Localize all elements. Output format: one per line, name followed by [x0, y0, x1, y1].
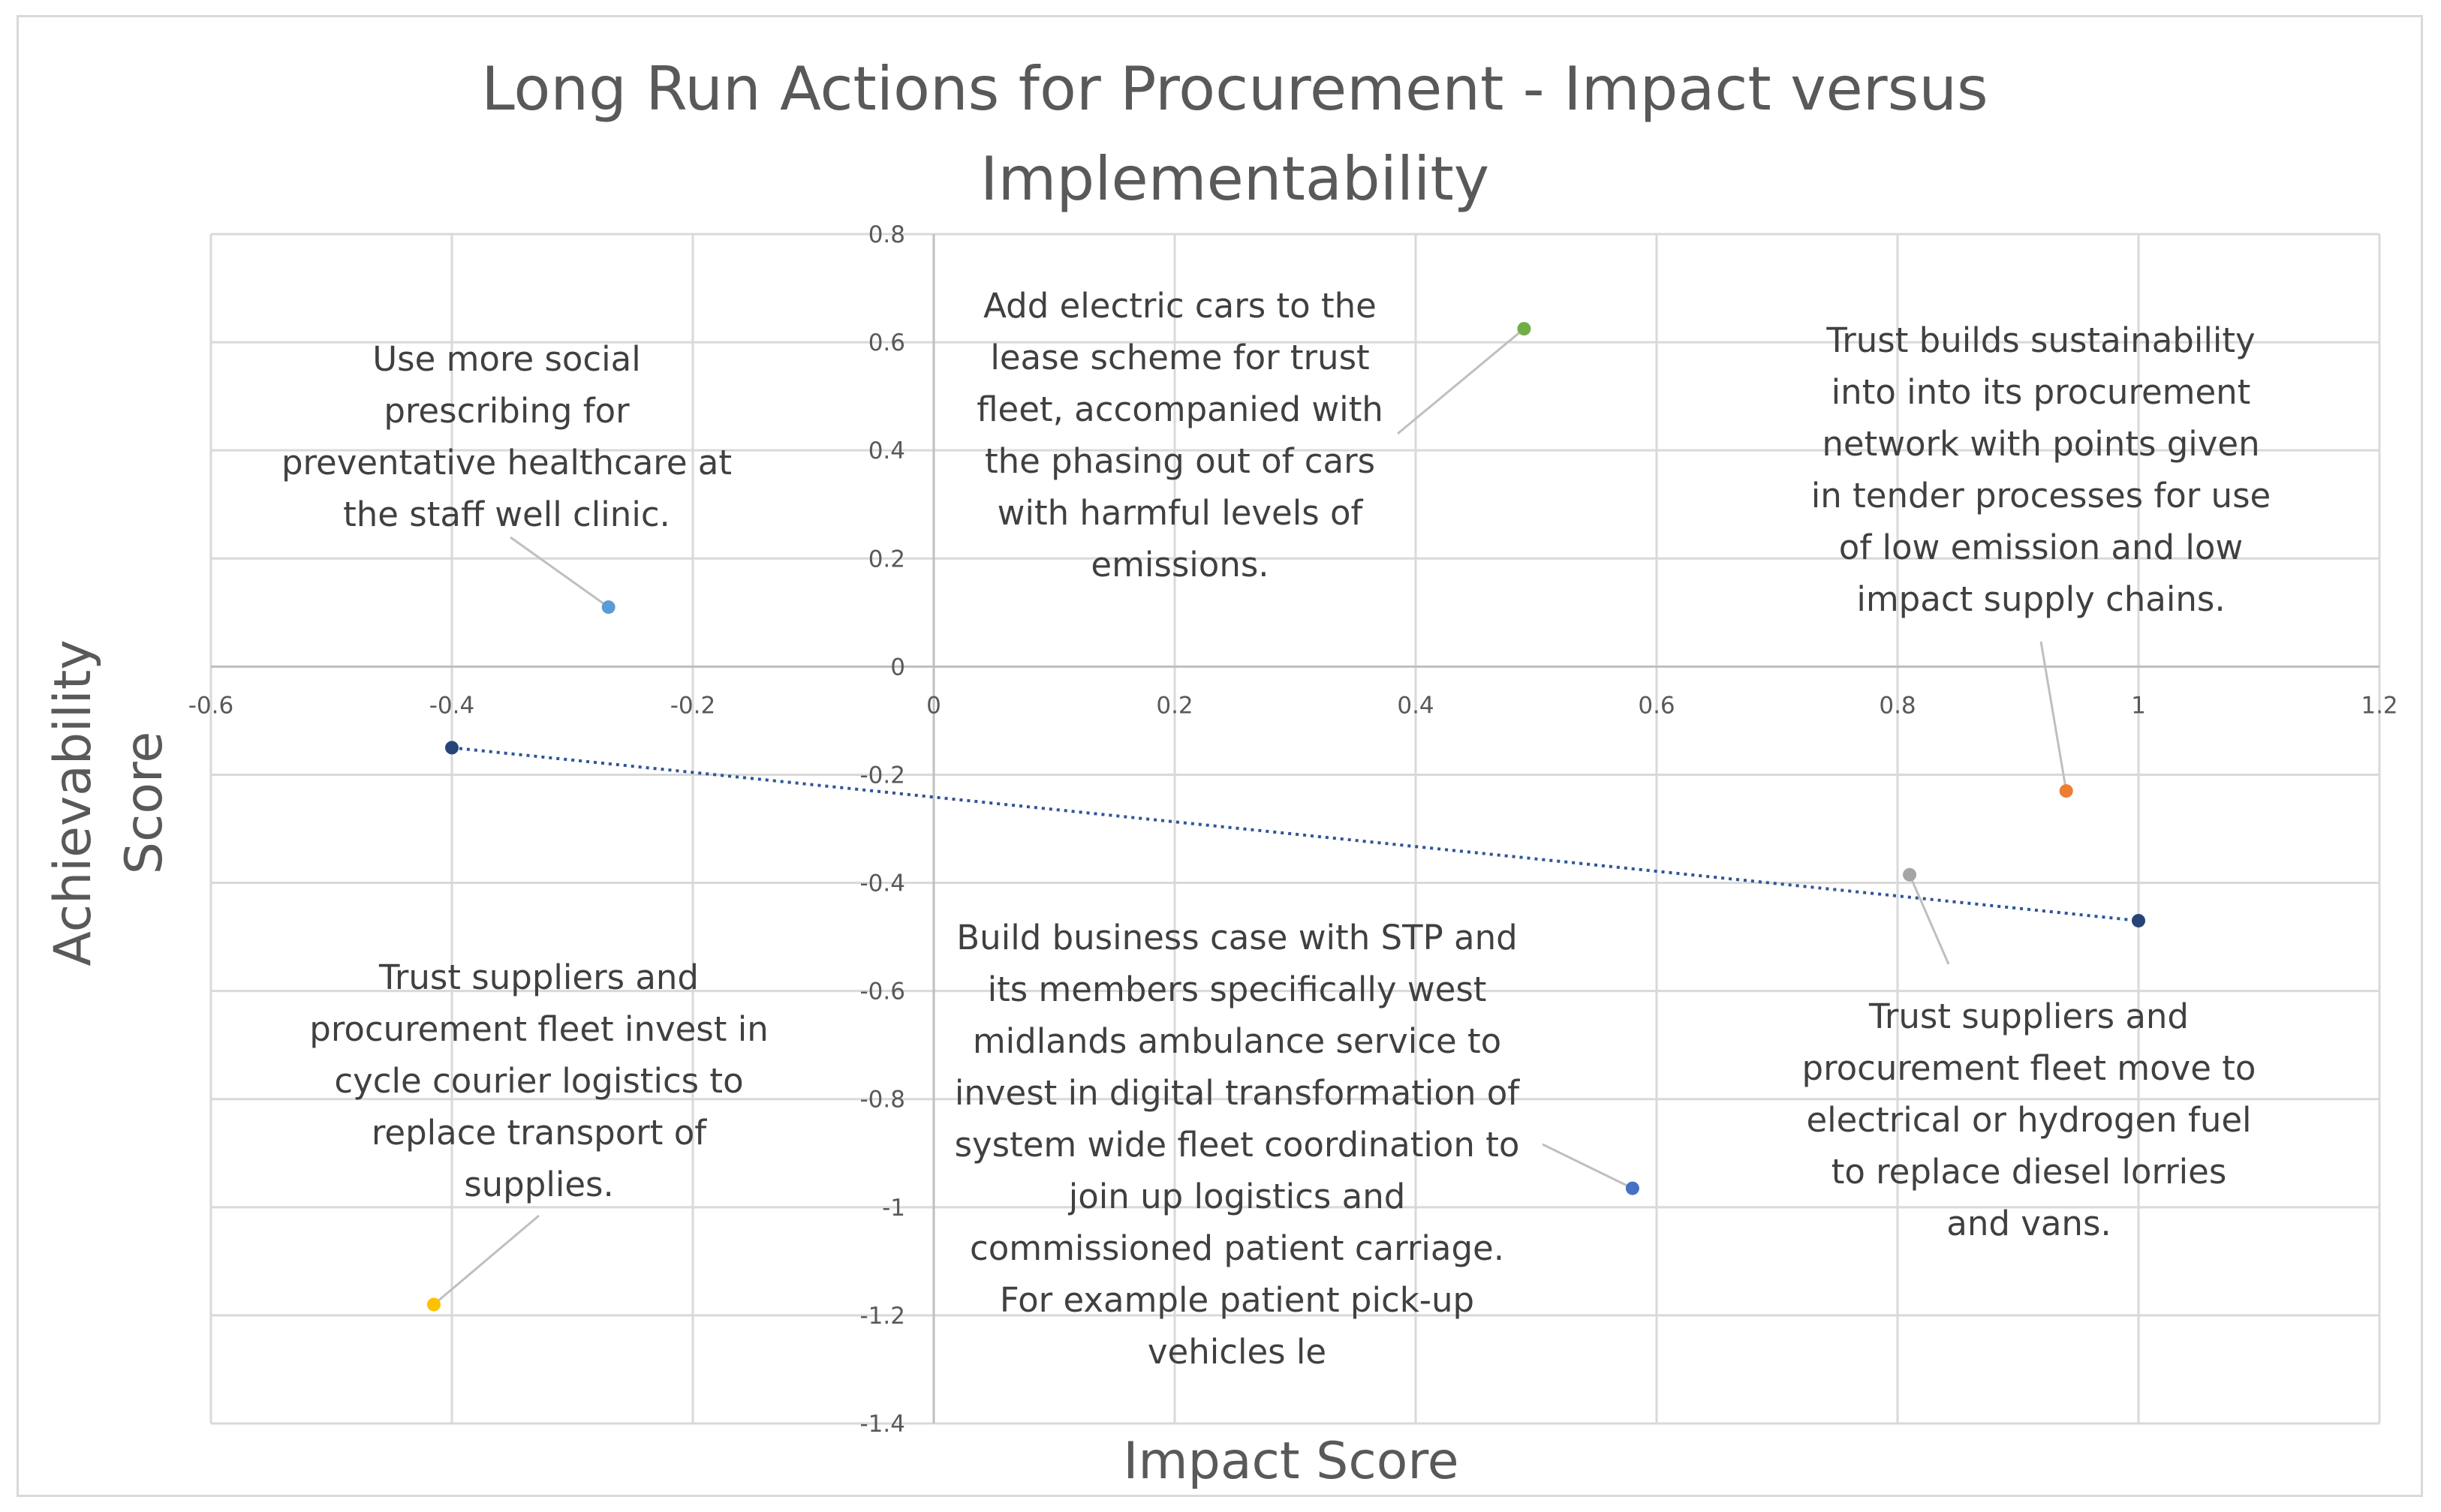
sustainability-procurement-leader-line [2039, 641, 2068, 792]
chart-frame [17, 15, 2423, 1497]
y-tick-label: -0.8 [860, 1087, 906, 1114]
electric-cars-label-line: Add electric cars to the [983, 286, 1377, 326]
digital-transformation-label-line: invest in digital transformation of [955, 1073, 1520, 1113]
sustainability-procurement-label-line: impact supply chains. [1856, 579, 2225, 619]
social-prescribing-label-line: Use more social [372, 339, 641, 379]
tick-labels: -0.6 -0.4 -0.2 0 0.2 0.4 0.6 0.8 1 1.2 0.8 0.6 0.4 0.… [188, 221, 2398, 1438]
electric-cars-label-line: the phasing out of cars [985, 441, 1375, 481]
electrical-hydrogen-fuel-label-line: Trust suppliers and [1868, 996, 2189, 1036]
y-tick-label: -1.4 [860, 1411, 906, 1438]
digital-transformation-label-line: Build business case with STP and [956, 918, 1517, 957]
chart-title-line-0: Long Run Actions for Procurement - Impac… [481, 54, 1988, 124]
trend-end-point [2132, 913, 2145, 927]
electrical-hydrogen-fuel-label-line: to replace diesel lorries [1832, 1152, 2227, 1192]
x-tick-label: -0.4 [429, 692, 475, 719]
social-prescribing-label: Use more social prescribing for preventati… [281, 339, 732, 534]
social-prescribing-point [601, 600, 616, 615]
electric-cars-label: Add electric cars to the lease scheme for… [977, 286, 1383, 585]
electrical-hydrogen-fuel-label-line: electrical or hydrogen fuel [1806, 1100, 2251, 1140]
x-tick-label: 0.4 [1397, 692, 1434, 719]
digital-transformation-label-line: commissioned patient carriage. [970, 1228, 1504, 1268]
y-tick-label: -1 [882, 1195, 905, 1222]
electrical-hydrogen-fuel-point [1903, 867, 1917, 882]
axis-titles: Impact Score Achievability Score [44, 639, 1459, 1491]
cycle-courier-label: Trust suppliers and procurement fleet inv… [309, 957, 768, 1204]
electric-cars-label-line: emissions. [1091, 545, 1269, 585]
x-tick-label: 0.6 [1638, 692, 1675, 719]
social-prescribing-label-line: the staff well clinic. [343, 494, 670, 534]
y-axis-title: Achievability Score [44, 639, 174, 966]
y-axis-title-line-0: Achievability [44, 639, 103, 966]
social-prescribing-label-line: prescribing for [384, 391, 630, 431]
y-tick-label: 0.6 [868, 329, 905, 356]
trendline [451, 746, 2139, 922]
chart-title-line-1: Implementability [980, 144, 1489, 214]
y-tick-label: -0.4 [860, 870, 906, 897]
electric-cars-leader-line [1397, 327, 1525, 435]
digital-transformation-label-line: midlands ambulance service to [973, 1021, 1501, 1061]
x-tick-label: 0.8 [1879, 692, 1916, 719]
x-tick-label: 0 [926, 692, 941, 719]
y-tick-label: -0.6 [860, 978, 906, 1005]
electric-cars-label-line: with harmful levels of [998, 493, 1364, 533]
cycle-courier-label-line: cycle courier logistics to [334, 1061, 743, 1101]
y-tick-label: -0.2 [860, 762, 906, 789]
sustainability-procurement-label-line: network with points given [1822, 424, 2259, 464]
digital-transformation-label-line: system wide fleet coordination to [955, 1125, 1520, 1165]
chart-title: Long Run Actions for Procurement - Impac… [481, 54, 1988, 214]
electric-cars-label-line: fleet, accompanied with [977, 389, 1383, 429]
electrical-hydrogen-fuel-label: Trust suppliers and procurement fleet mov… [1802, 996, 2256, 1243]
digital-transformation-point [1625, 1181, 1639, 1195]
sustainability-procurement-point [2059, 784, 2073, 798]
cycle-courier-label-line: procurement fleet invest in [309, 1009, 768, 1049]
y-tick-label: 0.4 [868, 437, 905, 464]
y-axis-title-line-1: Score [115, 732, 174, 874]
cycle-courier-label-line: Trust suppliers and [378, 957, 699, 997]
x-tick-label: 1 [2131, 692, 2146, 719]
x-axis-title: Impact Score [1123, 1432, 1458, 1491]
sustainability-procurement-label-line: of low emission and low [1839, 528, 2243, 567]
leader-lines [432, 327, 2068, 1306]
cycle-courier-point [426, 1297, 441, 1312]
data-labels: Use more social prescribing for preventati… [281, 286, 2271, 1372]
x-tick-label: 1.2 [2361, 692, 2397, 719]
digital-transformation-label: Build business case with STP and its memb… [955, 918, 1521, 1372]
cycle-courier-label-line: replace transport of [372, 1113, 707, 1153]
y-tick-label: 0.2 [868, 546, 905, 573]
y-tick-label: -1.2 [860, 1303, 906, 1330]
sustainability-procurement-label-line: in tender processes for use [1811, 476, 2271, 516]
gridlines [209, 233, 2381, 1425]
electrical-hydrogen-fuel-leader-line [1908, 874, 1950, 965]
electrical-hydrogen-fuel-label-line: procurement fleet move to [1802, 1048, 2256, 1088]
electrical-hydrogen-fuel-label-line: and vans. [1946, 1204, 2111, 1243]
axes [211, 234, 2379, 1423]
cycle-courier-label-line: supplies. [464, 1165, 614, 1204]
y-tick-label: 0 [890, 654, 905, 681]
y-tick-label: 0.8 [868, 221, 905, 248]
x-tick-label: -0.2 [670, 692, 716, 719]
sustainability-procurement-label-line: Trust builds sustainability [1825, 320, 2255, 360]
x-tick-label: -0.6 [188, 692, 234, 719]
linear-trendline [451, 746, 2139, 922]
digital-transformation-label-line: join up logistics and [1068, 1177, 1406, 1216]
digital-transformation-label-line: vehicles le [1148, 1332, 1326, 1372]
data-points [426, 322, 2145, 1312]
electric-cars-label-line: lease scheme for trust [990, 338, 1369, 377]
trend-start-point [445, 741, 459, 755]
cycle-courier-leader-line [432, 1214, 540, 1306]
electric-cars-point [1517, 322, 1531, 336]
sustainability-procurement-label: Trust builds sustainability into into its… [1811, 320, 2271, 619]
x-tick-label: 0.2 [1156, 692, 1193, 719]
social-prescribing-leader-line [510, 536, 609, 609]
social-prescribing-label-line: preventative healthcare at [281, 443, 732, 482]
digital-transformation-label-line: its members specifically west [988, 969, 1487, 1009]
sustainability-procurement-label-line: into into its procurement [1832, 372, 2251, 412]
digital-transformation-leader-line [1542, 1143, 1633, 1189]
digital-transformation-label-line: For example patient pick-up [1000, 1280, 1474, 1320]
